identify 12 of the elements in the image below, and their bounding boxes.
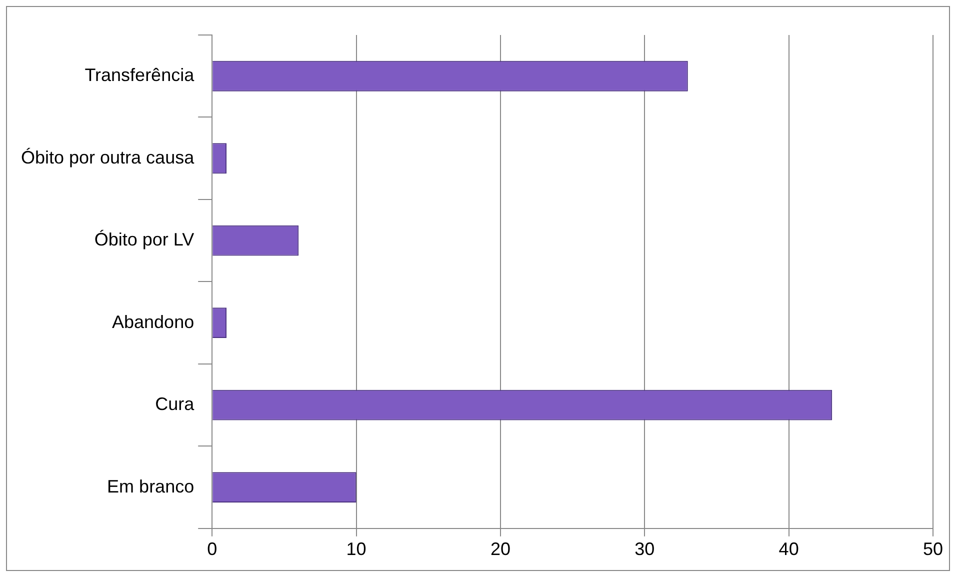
y-tick-label: Óbito por outra causa (20, 147, 196, 168)
x-tick-label: 10 (346, 539, 366, 560)
y-tick-label: Óbito por LV (94, 230, 194, 250)
y-tick-label: Em branco (107, 476, 194, 496)
x-tick-label: 20 (490, 539, 510, 560)
x-tick-label: 30 (634, 539, 655, 560)
x-tick-label: 40 (778, 539, 799, 560)
x-tick-label: 0 (207, 539, 218, 560)
y-tick-label: Transferência (84, 65, 196, 86)
x-tick-label: 50 (922, 539, 944, 560)
y-tick-label: Cura (155, 394, 196, 414)
y-tick-label: Abandono (112, 312, 194, 332)
